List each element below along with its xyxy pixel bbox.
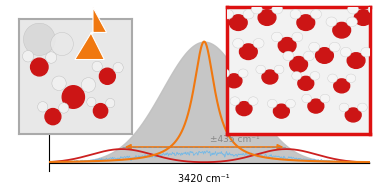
Circle shape	[52, 76, 66, 91]
Circle shape	[51, 32, 73, 55]
Circle shape	[253, 39, 264, 48]
Circle shape	[290, 57, 307, 72]
Circle shape	[309, 42, 320, 52]
Circle shape	[355, 10, 372, 25]
Circle shape	[232, 39, 243, 48]
Circle shape	[81, 78, 96, 92]
Circle shape	[262, 70, 278, 84]
Circle shape	[93, 104, 108, 118]
Circle shape	[347, 53, 365, 68]
Circle shape	[334, 79, 350, 93]
Circle shape	[361, 47, 372, 57]
Circle shape	[347, 4, 358, 14]
Circle shape	[340, 47, 351, 57]
Circle shape	[345, 108, 361, 122]
Circle shape	[333, 22, 350, 38]
Circle shape	[59, 103, 69, 113]
Circle shape	[226, 74, 242, 88]
Circle shape	[105, 98, 115, 108]
Circle shape	[258, 10, 276, 25]
Circle shape	[328, 74, 338, 83]
Circle shape	[240, 44, 257, 60]
Circle shape	[316, 48, 333, 63]
Circle shape	[243, 9, 254, 19]
Circle shape	[271, 32, 282, 42]
Circle shape	[297, 15, 314, 31]
Circle shape	[292, 32, 303, 42]
Circle shape	[62, 86, 84, 108]
Circle shape	[304, 51, 314, 61]
Circle shape	[37, 102, 48, 112]
Circle shape	[320, 94, 330, 103]
Circle shape	[326, 17, 337, 27]
Circle shape	[310, 71, 320, 80]
Polygon shape	[75, 7, 107, 60]
Circle shape	[283, 51, 294, 61]
Circle shape	[329, 42, 340, 52]
Circle shape	[358, 103, 367, 112]
Circle shape	[223, 9, 234, 19]
Circle shape	[230, 97, 240, 105]
Circle shape	[347, 17, 358, 27]
Circle shape	[274, 65, 284, 74]
Circle shape	[286, 99, 296, 108]
Text: 3420 cm⁻¹: 3420 cm⁻¹	[178, 174, 230, 184]
Circle shape	[311, 9, 322, 19]
Text: ±435 cm⁻¹: ±435 cm⁻¹	[210, 134, 259, 144]
Circle shape	[31, 58, 48, 76]
Circle shape	[236, 102, 252, 116]
Circle shape	[92, 61, 102, 72]
Circle shape	[267, 99, 277, 108]
Circle shape	[368, 4, 378, 14]
Y-axis label: I(ω): I(ω)	[36, 86, 46, 107]
Circle shape	[308, 99, 324, 113]
Circle shape	[220, 69, 230, 78]
Circle shape	[113, 62, 123, 73]
Circle shape	[45, 52, 57, 63]
Circle shape	[238, 69, 248, 78]
Circle shape	[298, 76, 314, 90]
Circle shape	[248, 97, 258, 105]
Circle shape	[229, 15, 247, 31]
Circle shape	[99, 68, 115, 84]
Circle shape	[273, 104, 289, 118]
Circle shape	[278, 38, 296, 53]
Circle shape	[292, 71, 302, 80]
Circle shape	[256, 65, 266, 74]
Circle shape	[45, 109, 61, 125]
Circle shape	[251, 4, 262, 14]
Circle shape	[346, 74, 356, 83]
Circle shape	[290, 9, 301, 19]
Circle shape	[87, 97, 96, 107]
Circle shape	[302, 94, 311, 103]
Circle shape	[272, 4, 283, 14]
Circle shape	[22, 51, 34, 62]
Circle shape	[23, 23, 55, 55]
Circle shape	[339, 103, 349, 112]
